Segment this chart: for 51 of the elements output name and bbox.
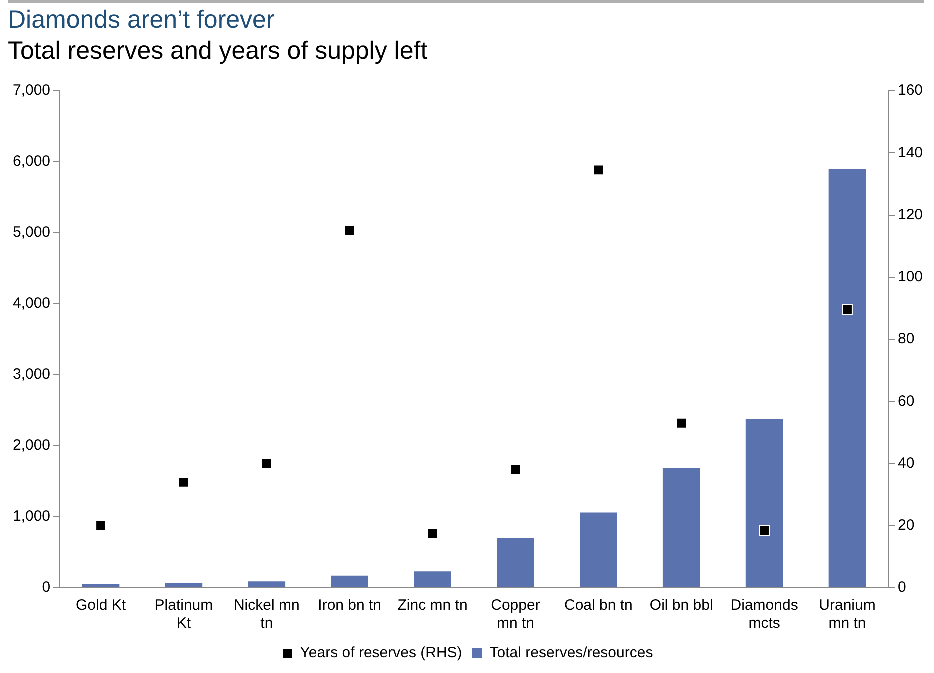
x-tick-label: Platinum Kt <box>154 597 214 632</box>
point <box>178 476 190 488</box>
y2-tick-label: 140 <box>898 144 924 162</box>
y-tick-label: 3,000 <box>12 366 51 384</box>
bar <box>414 572 452 588</box>
point <box>842 304 853 316</box>
chart-subtitle: Total reserves and years of supply left <box>8 36 429 67</box>
y-tick-label: 5,000 <box>12 224 51 242</box>
x-tick-label: Gold Kt <box>76 597 127 614</box>
point <box>427 528 438 540</box>
point <box>676 418 688 429</box>
bar <box>497 538 534 588</box>
x-tick-label: Diamonds mcts <box>730 597 798 632</box>
legend-label: Years of reserves (RHS) <box>300 644 462 662</box>
x-tick-label: Zinc mn tn <box>398 597 468 614</box>
y2-tick-label: 120 <box>898 206 924 224</box>
y2-tick-label: 80 <box>898 330 915 348</box>
point <box>261 458 272 470</box>
bar <box>828 169 866 588</box>
bar <box>248 582 286 588</box>
x-tick-label: Oil bn bbl <box>650 597 714 614</box>
y2-tick-label: 160 <box>898 82 924 100</box>
point <box>759 525 770 536</box>
point <box>96 520 106 532</box>
x-tick-label: Nickel mn tn <box>234 597 300 632</box>
bar <box>746 419 784 588</box>
y-tick-label: 1,000 <box>12 508 51 526</box>
bar <box>82 584 120 588</box>
bar <box>580 512 618 588</box>
y2-tick-label: 40 <box>898 454 915 472</box>
y2-tick-label: 100 <box>898 268 924 286</box>
y2-tick-label: 20 <box>898 517 915 534</box>
y-tick-label: 6,000 <box>12 153 51 170</box>
y2-tick-label: 0 <box>898 579 906 596</box>
y-tick-label: 2,000 <box>12 437 51 454</box>
x-tick-label: Iron bn tn <box>318 597 382 614</box>
x-tick-label: Coal bn tn <box>564 597 633 614</box>
bar <box>331 576 368 588</box>
point <box>593 164 604 176</box>
legend-label: Total reserves/resources <box>490 644 654 662</box>
x-tick-label: Uranium mn tn <box>819 597 876 632</box>
bar <box>662 468 700 588</box>
bar <box>165 583 203 588</box>
chart-title: Diamonds aren’t forever <box>8 5 276 35</box>
y2-tick-label: 60 <box>898 392 915 410</box>
y-tick-label: 7,000 <box>12 82 51 100</box>
y-tick-label: 0 <box>42 579 51 596</box>
point <box>344 225 356 236</box>
y-tick-label: 4,000 <box>12 295 51 312</box>
x-tick-label: Copper mn tn <box>491 597 540 632</box>
point <box>510 464 522 476</box>
